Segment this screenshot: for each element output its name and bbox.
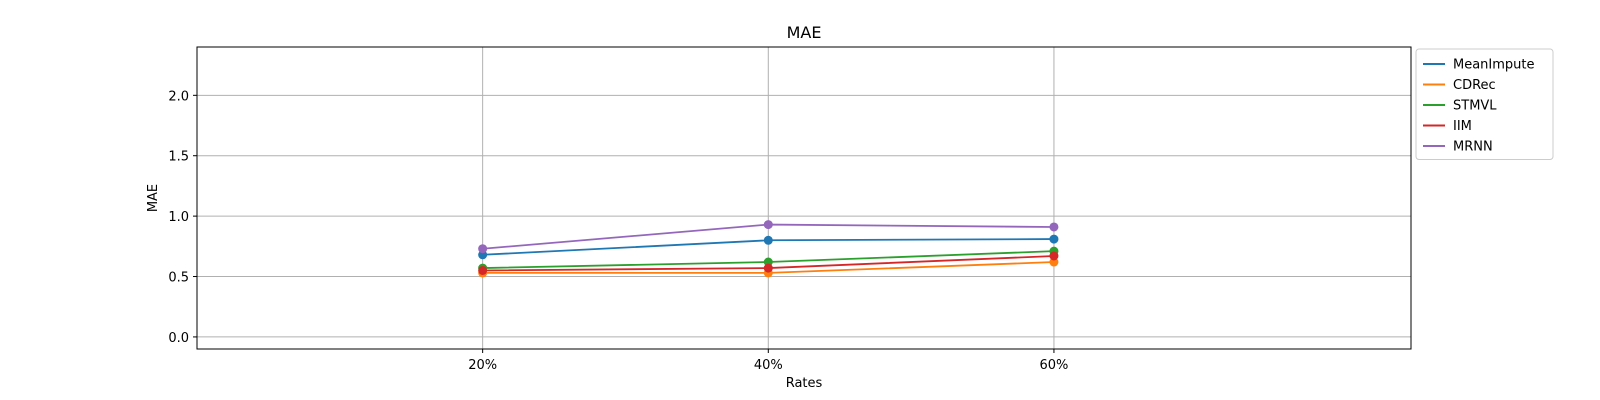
- plot-frame: [196, 46, 1412, 350]
- data-point: [763, 235, 773, 245]
- grid-lines: [197, 47, 1411, 349]
- data-point: [478, 265, 488, 275]
- y-tick-label: 1.0: [168, 210, 189, 225]
- legend-item: MRNN: [1423, 140, 1493, 155]
- y-axis-ticks: 0.0 0.5 1.0 1.5 2.0: [168, 89, 197, 346]
- y-tick-label: 1.5: [168, 150, 189, 165]
- data-point: [763, 220, 773, 230]
- legend-label: MRNN: [1453, 140, 1493, 155]
- legend-item: IIM: [1423, 119, 1472, 134]
- series-layer: [478, 220, 1059, 278]
- data-point: [1049, 234, 1059, 244]
- legend-label: STMVL: [1453, 99, 1497, 114]
- data-point: [763, 263, 773, 273]
- legend-label: CDRec: [1453, 78, 1496, 93]
- legend-item: STMVL: [1423, 99, 1497, 114]
- y-axis-label: MAE: [146, 184, 161, 212]
- legend-item: CDRec: [1423, 78, 1496, 93]
- x-tick-label: 20%: [468, 358, 497, 373]
- y-tick-label: 0.0: [168, 331, 189, 346]
- x-tick-label: 60%: [1039, 358, 1068, 373]
- legend: MeanImpute CDRec STMVL IIM MRNN: [1415, 48, 1554, 160]
- x-tick-label: 40%: [754, 358, 783, 373]
- series-meanimpute: [478, 234, 1059, 260]
- data-point: [1049, 222, 1059, 232]
- legend-item: MeanImpute: [1423, 58, 1535, 73]
- chart-title: MAE: [787, 23, 822, 42]
- y-tick-label: 0.5: [168, 271, 189, 286]
- x-axis-ticks: 20% 40% 60%: [468, 349, 1068, 373]
- data-point: [1049, 251, 1059, 261]
- legend-frame: [1415, 48, 1554, 160]
- series-stmvl: [478, 246, 1059, 273]
- series-iim: [478, 251, 1059, 275]
- data-point: [478, 244, 488, 254]
- y-tick-label: 2.0: [168, 89, 189, 104]
- x-axis-label: Rates: [786, 376, 823, 391]
- series-mrnn: [478, 220, 1059, 254]
- legend-label: IIM: [1453, 119, 1472, 134]
- legend-label: MeanImpute: [1453, 58, 1535, 73]
